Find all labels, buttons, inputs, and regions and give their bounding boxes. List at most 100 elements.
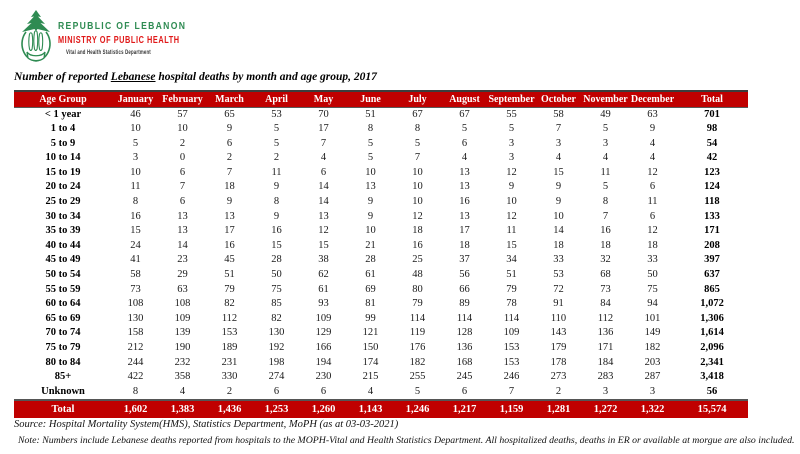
column-header-august: August: [441, 91, 488, 108]
data-cell: 78: [506, 298, 517, 310]
logo-vital-statistics-department: Vital and Health Statistics Department: [66, 49, 151, 56]
total-cell: 1,217: [441, 399, 488, 419]
row-total-cell: 1,306: [700, 312, 724, 324]
data-cell: 94: [647, 298, 658, 310]
data-cell: 12: [412, 210, 423, 222]
data-cell: 109: [503, 327, 520, 339]
row-total-cell: 2,341: [700, 356, 724, 368]
row-total-cell: 171: [704, 225, 720, 237]
data-cell: 0: [179, 152, 186, 164]
logo-ministry-of-public-health: MINISTRY OF PUBLIC HEALTH: [58, 34, 180, 46]
data-cell: 192: [268, 342, 285, 353]
data-cell: 194: [315, 356, 332, 368]
total-cell: 1,159: [488, 399, 535, 419]
age-group-label: 25 to 29: [45, 196, 81, 208]
data-cell: 58: [130, 269, 141, 281]
age-group-label: 35 to 39: [45, 225, 81, 237]
data-cell: 198: [268, 356, 285, 368]
cedar-tree-hands-icon: [21, 10, 51, 62]
data-cell: 25: [412, 254, 423, 266]
data-cell: 15: [130, 225, 141, 237]
total-cell: 1,272: [582, 399, 629, 419]
age-group-label: 10 to 14: [45, 152, 81, 164]
data-cell: 189: [221, 342, 238, 353]
data-cell: 121: [362, 327, 379, 339]
deaths-by-month-age-table: Age Group January February March April May Jun…: [14, 90, 748, 419]
data-cell: 63: [177, 283, 188, 295]
data-cell: 14: [318, 181, 329, 193]
data-cell: 4: [555, 152, 562, 164]
data-cell: 81: [365, 298, 376, 310]
data-cell: 130: [268, 327, 285, 339]
page-title: Number of reported Lebanese hospital dea…: [14, 71, 377, 83]
data-cell: 273: [550, 371, 567, 383]
data-cell: 62: [318, 269, 329, 281]
data-cell: 287: [644, 371, 661, 383]
data-cell: 7: [179, 181, 186, 193]
data-cell: 93: [318, 298, 329, 310]
column-header-november: November: [582, 91, 629, 108]
table-row-60-to-64: 60 to 64 108 108 82 85 93 81 79 89 78 91 84 94 1,072: [14, 297, 748, 312]
data-cell: 109: [174, 312, 191, 324]
data-cell: 67: [412, 108, 423, 120]
data-cell: 166: [315, 342, 332, 353]
data-cell: 153: [221, 327, 238, 339]
data-cell: 10: [365, 166, 376, 178]
data-cell: 182: [409, 356, 426, 368]
data-cell: 6: [179, 196, 186, 208]
data-cell: 73: [600, 283, 611, 295]
data-cell: 18: [553, 239, 564, 251]
data-cell: 15: [506, 239, 517, 251]
row-total-cell: 118: [704, 196, 720, 208]
table-row-30-to-34: 30 to 34 16 13 13 9 13 9 12 13 12 10 7 6 133: [14, 210, 748, 225]
age-group-label: 55 to 59: [45, 283, 81, 295]
data-cell: 139: [174, 327, 191, 339]
age-group-label: 5 to 9: [50, 137, 76, 149]
table-total-row: Total 1,602 1,383 1,436 1,253 1,260 1,143 1,246…: [14, 399, 748, 419]
data-cell: 16: [224, 239, 235, 251]
column-header-april: April: [253, 91, 300, 108]
data-cell: 6: [461, 385, 468, 397]
data-cell: 283: [597, 371, 614, 383]
data-cell: 51: [224, 269, 235, 281]
data-cell: 18: [600, 239, 611, 251]
row-total-cell: 1,072: [700, 298, 724, 310]
data-cell: 4: [179, 385, 186, 397]
data-cell: 73: [130, 283, 141, 295]
data-cell: 65: [224, 108, 235, 120]
data-cell: 7: [602, 210, 609, 222]
data-cell: 176: [409, 342, 426, 353]
data-cell: 232: [174, 356, 191, 368]
data-cell: 119: [409, 327, 426, 339]
data-cell: 14: [553, 225, 564, 237]
data-cell: 5: [367, 137, 374, 149]
data-cell: 274: [268, 371, 285, 383]
data-cell: 28: [365, 254, 376, 266]
total-cell: 1,602: [112, 399, 159, 419]
column-header-december: December: [629, 91, 676, 108]
data-cell: 13: [318, 210, 329, 222]
data-cell: 7: [320, 137, 327, 149]
data-cell: 9: [273, 181, 280, 193]
age-group-label: 80 to 84: [45, 356, 81, 368]
data-cell: 38: [318, 254, 329, 266]
data-cell: 5: [508, 123, 515, 135]
column-header-age-group: Age Group: [14, 91, 112, 108]
data-cell: 130: [127, 312, 144, 324]
age-group-label: 40 to 44: [45, 239, 81, 251]
title-suffix: hospital deaths by month and age group, …: [155, 71, 377, 83]
table-row-1-to-4: 1 to 4 10 10 9 5 17 8 8 5 5 7 5 9 98: [14, 122, 748, 137]
row-total-cell: 865: [704, 283, 720, 295]
data-cell: 4: [649, 152, 656, 164]
row-total-cell: 123: [704, 166, 720, 178]
table-row-65-to-69: 65 to 69 130 109 112 82 109 99 114 114 114 110 112 1…: [14, 312, 748, 327]
data-cell: 3: [555, 137, 562, 149]
data-cell: 10: [177, 123, 188, 135]
data-cell: 9: [367, 210, 374, 222]
data-cell: 32: [600, 254, 611, 266]
data-cell: 9: [226, 196, 233, 208]
data-cell: 2: [179, 137, 186, 149]
data-cell: 128: [456, 327, 473, 339]
age-group-label: 60 to 64: [45, 298, 81, 310]
data-cell: 168: [456, 356, 473, 368]
